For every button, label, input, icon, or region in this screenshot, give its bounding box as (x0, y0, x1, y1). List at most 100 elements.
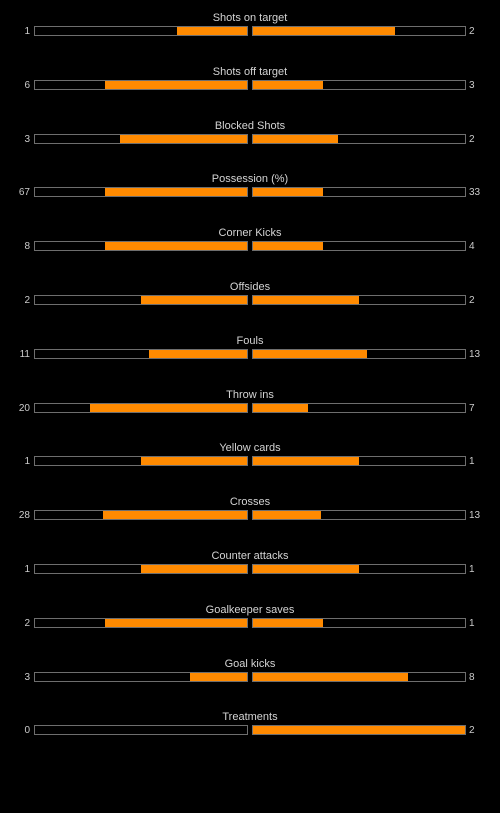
home-bar (34, 241, 248, 252)
stat-label: Goal kicks (224, 657, 276, 670)
home-value: 3 (24, 671, 30, 683)
home-value: 6 (24, 79, 30, 91)
stat-row: Yellow cards 1 1 (0, 441, 500, 481)
away-value: 1 (469, 564, 475, 575)
home-value: 2 (24, 295, 30, 306)
stat-row: Counter attacks 1 1 (0, 549, 500, 589)
away-bar-fill (253, 672, 408, 681)
home-value: 8 (24, 241, 30, 253)
home-bar-fill (104, 188, 247, 197)
stat-row: Throw ins 20 7 (0, 388, 500, 428)
stat-label: Throw ins (226, 388, 274, 401)
stat-row: Goalkeeper saves 2 1 (0, 603, 500, 643)
home-bar (34, 725, 248, 736)
away-bar-fill (253, 349, 368, 358)
stat-label: Crosses (229, 496, 271, 509)
away-value: 1 (469, 617, 475, 629)
away-bar (252, 510, 466, 521)
home-bar-fill (149, 349, 247, 358)
home-bar (34, 456, 248, 467)
home-value: 20 (18, 402, 30, 414)
home-bar (34, 671, 248, 682)
away-bar-fill (253, 80, 323, 89)
away-bar-fill (253, 618, 323, 627)
home-value: 1 (24, 564, 30, 575)
stat-label: Possession (%) (211, 173, 289, 186)
away-value: 2 (469, 26, 475, 37)
away-value: 7 (469, 402, 475, 414)
stat-label: Blocked Shots (214, 119, 286, 132)
home-bar-fill (104, 618, 247, 627)
home-bar (34, 187, 248, 198)
away-bar (252, 456, 466, 467)
home-value: 2 (24, 617, 30, 629)
stat-row: Goal kicks 3 8 (0, 657, 500, 697)
home-bar-fill (119, 134, 247, 143)
away-bar-fill (253, 296, 359, 304)
stat-label: Offsides (229, 281, 271, 293)
away-bar-fill (253, 27, 396, 35)
stat-label: Goalkeeper saves (205, 603, 295, 616)
away-bar (252, 187, 466, 198)
home-bar (34, 26, 248, 36)
home-bar-fill (141, 565, 247, 573)
away-bar-fill (253, 726, 465, 735)
home-value: 0 (24, 725, 30, 737)
away-bar (252, 26, 466, 36)
home-value: 11 (19, 348, 30, 360)
away-bar (252, 79, 466, 90)
stat-label: Yellow cards (219, 442, 281, 455)
stat-row: Treatments 0 2 (0, 710, 500, 750)
stat-row: Offsides 2 2 (0, 280, 500, 320)
away-bar (252, 671, 466, 682)
away-bar (252, 402, 466, 413)
away-bar (252, 295, 466, 305)
stat-row: Corner Kicks 8 4 (0, 226, 500, 266)
stat-row: Shots on target 1 2 (0, 11, 500, 51)
away-value: 4 (469, 241, 475, 253)
away-value: 33 (469, 187, 481, 199)
stat-row: Possession (%) 67 33 (0, 172, 500, 212)
away-value: 2 (469, 725, 475, 737)
home-value: 1 (24, 456, 30, 468)
away-bar-fill (253, 242, 323, 251)
home-bar-fill (141, 457, 247, 466)
away-bar (252, 241, 466, 252)
away-bar (252, 133, 466, 144)
home-bar-fill (177, 27, 247, 35)
home-value: 1 (24, 26, 30, 37)
home-bar (34, 79, 248, 90)
stat-row: Blocked Shots 3 2 (0, 119, 500, 159)
stat-label: Fouls (236, 334, 264, 347)
away-bar-fill (253, 403, 309, 412)
away-value: 2 (469, 295, 475, 306)
home-bar (34, 348, 248, 359)
home-bar (34, 133, 248, 144)
away-bar (252, 564, 466, 574)
stat-label: Treatments (222, 711, 278, 724)
home-value: 3 (24, 133, 30, 145)
stat-label: Corner Kicks (218, 227, 282, 240)
home-bar-fill (104, 80, 247, 89)
stat-row: Fouls 11 13 (0, 334, 500, 374)
away-value: 13 (469, 348, 481, 360)
away-value: 8 (469, 671, 475, 683)
away-bar-fill (253, 134, 338, 143)
home-bar-fill (90, 403, 247, 412)
away-bar-fill (253, 565, 359, 573)
home-bar-fill (141, 296, 247, 304)
away-bar (252, 348, 466, 359)
away-value: 13 (469, 510, 481, 522)
home-bar (34, 617, 248, 628)
away-bar-fill (253, 511, 321, 520)
stat-row: Crosses 28 13 (0, 495, 500, 535)
home-bar-fill (189, 672, 247, 681)
stat-label: Shots off target (212, 65, 288, 78)
away-bar-fill (253, 188, 323, 197)
stat-label: Counter attacks (211, 550, 289, 562)
stat-label: Shots on target (212, 12, 288, 24)
home-bar (34, 402, 248, 413)
home-bar-fill (102, 511, 247, 520)
home-value: 28 (18, 510, 30, 522)
home-bar (34, 510, 248, 521)
